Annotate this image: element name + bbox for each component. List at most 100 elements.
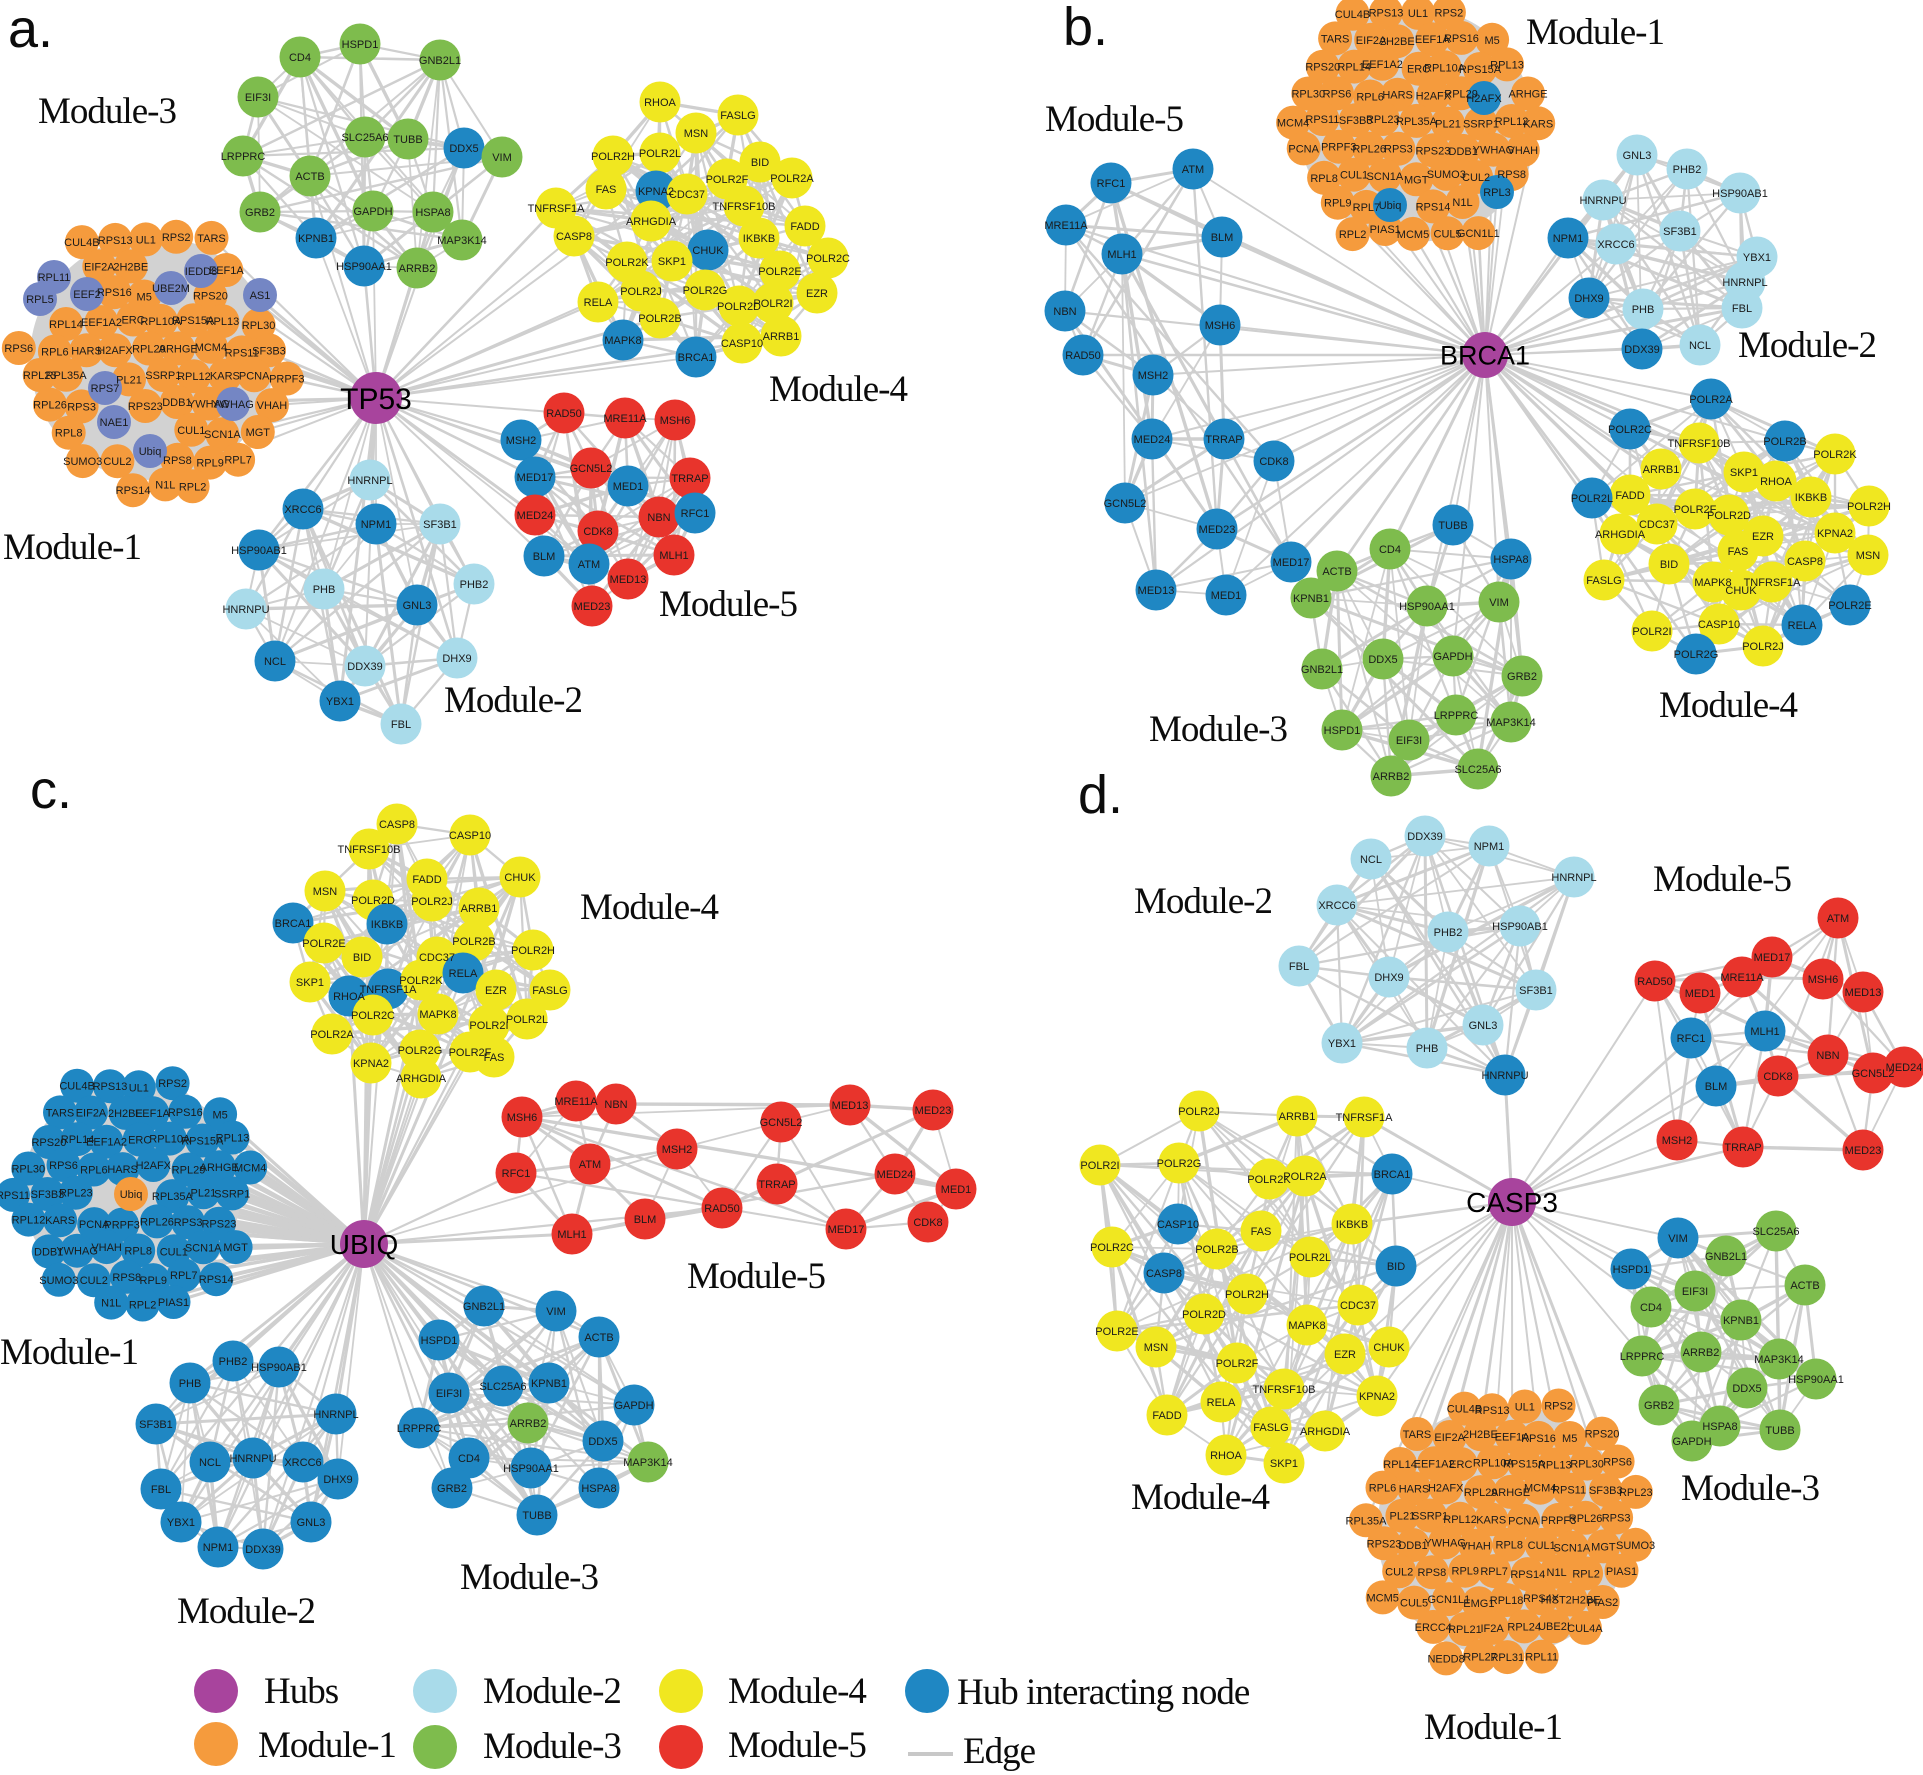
svg-text:HSPD1: HSPD1: [421, 1335, 458, 1347]
svg-text:MSN: MSN: [313, 886, 338, 898]
svg-text:FASLG: FASLG: [1253, 1422, 1288, 1434]
svg-text:RPL8: RPL8: [1310, 173, 1338, 185]
svg-text:MAP3K14: MAP3K14: [437, 235, 487, 247]
svg-text:RPL6: RPL6: [1356, 92, 1384, 104]
svg-text:Ubiq: Ubiq: [120, 1189, 143, 1201]
svg-text:EEF1A2: EEF1A2: [1362, 59, 1403, 71]
svg-text:CD4: CD4: [1640, 1302, 1662, 1314]
svg-text:POLR2F: POLR2F: [449, 1047, 492, 1059]
svg-text:RPL26: RPL26: [1352, 144, 1386, 156]
svg-text:FADD: FADD: [412, 874, 441, 886]
svg-text:SSRP1: SSRP1: [145, 370, 181, 382]
svg-text:2H2BE: 2H2BE: [108, 1108, 143, 1120]
svg-text:DDX39: DDX39: [1624, 344, 1659, 356]
svg-text:RPS2: RPS2: [162, 232, 191, 244]
svg-text:RPL26: RPL26: [1569, 1513, 1603, 1525]
svg-text:M5: M5: [212, 1109, 227, 1121]
svg-text:KARS: KARS: [1523, 118, 1553, 130]
svg-text:YWHAG: YWHAG: [56, 1246, 98, 1258]
svg-text:POLR2A: POLR2A: [1689, 394, 1733, 406]
svg-text:RPL13: RPL13: [216, 1133, 250, 1145]
svg-text:MGT: MGT: [1591, 1541, 1616, 1553]
svg-text:RPS6: RPS6: [1603, 1457, 1632, 1469]
svg-text:VIM: VIM: [1489, 597, 1509, 609]
svg-text:SF3B3: SF3B3: [1339, 115, 1373, 127]
svg-text:XRCC6: XRCC6: [284, 1457, 321, 1469]
svg-text:PL21: PL21: [116, 374, 142, 386]
svg-text:TARS: TARS: [1321, 33, 1350, 45]
svg-text:GNB2L1: GNB2L1: [1705, 1251, 1747, 1263]
svg-text:MSH2: MSH2: [662, 1144, 693, 1156]
svg-text:ARHGE: ARHGE: [159, 343, 198, 355]
svg-text:SCN1A: SCN1A: [185, 1242, 222, 1254]
svg-text:RFC1: RFC1: [502, 1168, 531, 1180]
svg-text:RPL12: RPL12: [1495, 116, 1529, 128]
svg-text:RPL10A: RPL10A: [1424, 62, 1466, 74]
svg-text:POLR2K: POLR2K: [399, 975, 443, 987]
svg-text:RPS2: RPS2: [1544, 1401, 1573, 1413]
svg-text:RPL12: RPL12: [177, 371, 211, 383]
svg-text:SKP1: SKP1: [1270, 1458, 1298, 1470]
svg-text:RPL30: RPL30: [1291, 89, 1325, 101]
svg-text:Module-2: Module-2: [444, 680, 582, 721]
svg-text:RPL7: RPL7: [1353, 202, 1381, 214]
svg-text:POLR2L: POLR2L: [639, 148, 681, 160]
svg-text:POLR2G: POLR2G: [398, 1045, 443, 1057]
svg-text:RPS16: RPS16: [97, 287, 132, 299]
svg-text:Module-2: Module-2: [483, 1671, 621, 1712]
svg-text:HNRNPU: HNRNPU: [1579, 195, 1626, 207]
svg-text:MED24: MED24: [1886, 1062, 1923, 1074]
svg-text:DDX5: DDX5: [588, 1436, 617, 1448]
svg-text:GRB2: GRB2: [1507, 671, 1537, 683]
svg-text:RPS8: RPS8: [112, 1272, 141, 1284]
svg-text:PL21: PL21: [1390, 1511, 1416, 1523]
svg-text:ATM: ATM: [578, 559, 600, 571]
svg-text:RHOA: RHOA: [1210, 1450, 1242, 1462]
svg-text:RPL10A: RPL10A: [140, 316, 182, 328]
svg-text:FADD: FADD: [1152, 1410, 1181, 1422]
svg-text:MLH1: MLH1: [557, 1229, 586, 1241]
svg-text:TUBB: TUBB: [393, 134, 422, 146]
svg-text:RPL8: RPL8: [124, 1246, 152, 1258]
svg-text:GRB2: GRB2: [437, 1483, 467, 1495]
svg-text:Module-3: Module-3: [483, 1726, 621, 1767]
svg-text:RPS16: RPS16: [168, 1107, 203, 1119]
svg-text:Edge: Edge: [963, 1731, 1036, 1772]
svg-text:PCNA: PCNA: [1508, 1516, 1539, 1528]
svg-text:POLR2B: POLR2B: [638, 313, 681, 325]
svg-text:IKBKB: IKBKB: [1795, 492, 1827, 504]
svg-text:TRRAP: TRRAP: [758, 1179, 795, 1191]
svg-text:CUL5: CUL5: [1434, 228, 1462, 240]
svg-text:POLR2H: POLR2H: [591, 151, 635, 163]
svg-text:RPS3: RPS3: [174, 1217, 203, 1229]
svg-text:PCNA: PCNA: [1288, 143, 1319, 155]
svg-text:N1L: N1L: [1547, 1567, 1567, 1579]
svg-text:FAS: FAS: [1728, 546, 1749, 558]
svg-text:RPL29: RPL29: [132, 344, 166, 356]
svg-text:BLM: BLM: [1705, 1081, 1728, 1093]
svg-text:ARRB1: ARRB1: [1279, 1111, 1316, 1123]
svg-text:RAD50: RAD50: [1637, 976, 1672, 988]
svg-text:ARHGDIA: ARHGDIA: [1300, 1426, 1351, 1438]
svg-text:DDX39: DDX39: [347, 661, 382, 673]
svg-text:CUL1: CUL1: [1340, 170, 1368, 182]
svg-text:RFC1: RFC1: [1677, 1033, 1706, 1045]
svg-text:GNL3: GNL3: [1469, 1020, 1498, 1032]
svg-text:ACTB: ACTB: [1790, 1280, 1819, 1292]
svg-text:CASP8: CASP8: [1787, 556, 1823, 568]
svg-text:Module-5: Module-5: [1653, 859, 1791, 900]
svg-text:RPS2: RPS2: [1435, 7, 1464, 19]
svg-text:Module-2: Module-2: [1738, 325, 1876, 366]
svg-text:TUBB: TUBB: [1765, 1425, 1794, 1437]
svg-text:CASP10: CASP10: [1157, 1219, 1199, 1231]
svg-text:RPL5: RPL5: [26, 294, 54, 306]
svg-text:MAP3K14: MAP3K14: [1754, 1354, 1804, 1366]
svg-text:ARRB1: ARRB1: [461, 903, 498, 915]
svg-text:POLR2D: POLR2D: [1707, 510, 1751, 522]
svg-text:RPL10A: RPL10A: [1473, 1457, 1515, 1469]
svg-text:M5: M5: [1562, 1433, 1577, 1445]
svg-text:MCM4: MCM4: [195, 342, 227, 354]
svg-text:POLR2E: POLR2E: [758, 266, 801, 278]
svg-text:CUL1: CUL1: [177, 425, 205, 437]
svg-text:MSH6: MSH6: [1205, 320, 1236, 332]
